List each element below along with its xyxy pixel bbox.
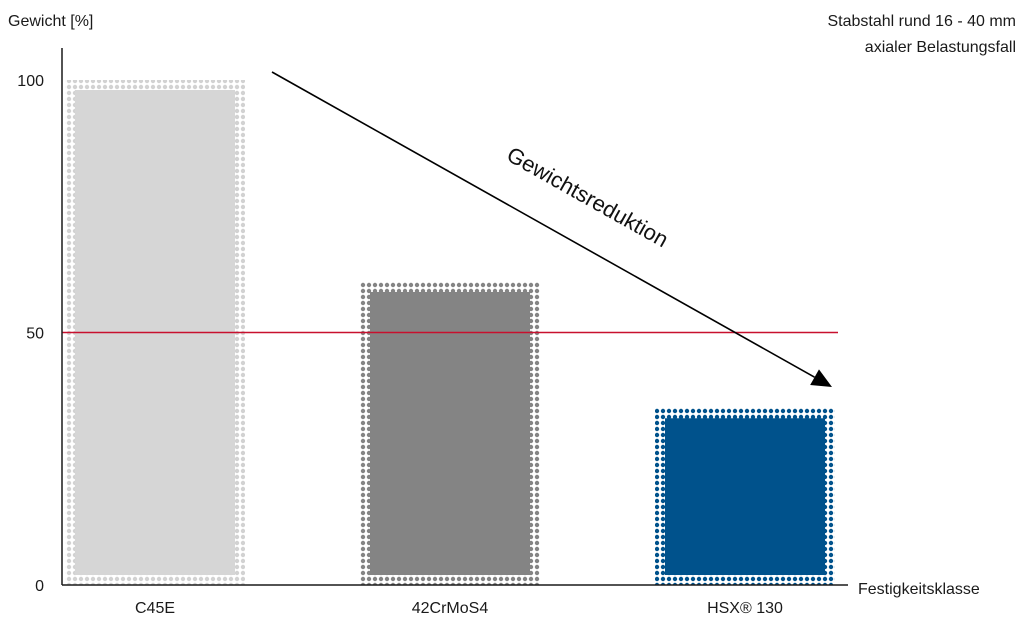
y-axis-label: Gewicht [%] bbox=[8, 13, 93, 30]
x-ticks-group: C45E 42CrMoS4 HSX® 130 bbox=[135, 600, 783, 617]
y-ticks-group: 0 50 100 bbox=[17, 73, 44, 595]
chart-title: Stabstahl rund 16 - 40 mm bbox=[827, 13, 1016, 30]
reduction-arrow-head bbox=[810, 369, 832, 387]
x-tick-label: 42CrMoS4 bbox=[412, 600, 489, 617]
x-axis-label: Festigkeitsklasse bbox=[858, 581, 980, 598]
bar-fill-3 bbox=[665, 418, 825, 575]
x-tick-label: C45E bbox=[135, 600, 175, 617]
x-tick-label: HSX® 130 bbox=[707, 600, 783, 617]
chart-subtitle: axialer Belastungsfall bbox=[865, 39, 1016, 56]
reduction-annotation: Gewichtsreduktion bbox=[503, 142, 673, 253]
y-tick-label: 100 bbox=[17, 73, 44, 90]
reduction-arrow-line bbox=[271, 71, 815, 378]
y-tick-label: 0 bbox=[35, 578, 44, 595]
bar-3 bbox=[655, 408, 835, 585]
bar-2 bbox=[360, 282, 540, 585]
y-tick-label: 50 bbox=[26, 326, 44, 343]
bar-fill-2 bbox=[370, 292, 530, 575]
